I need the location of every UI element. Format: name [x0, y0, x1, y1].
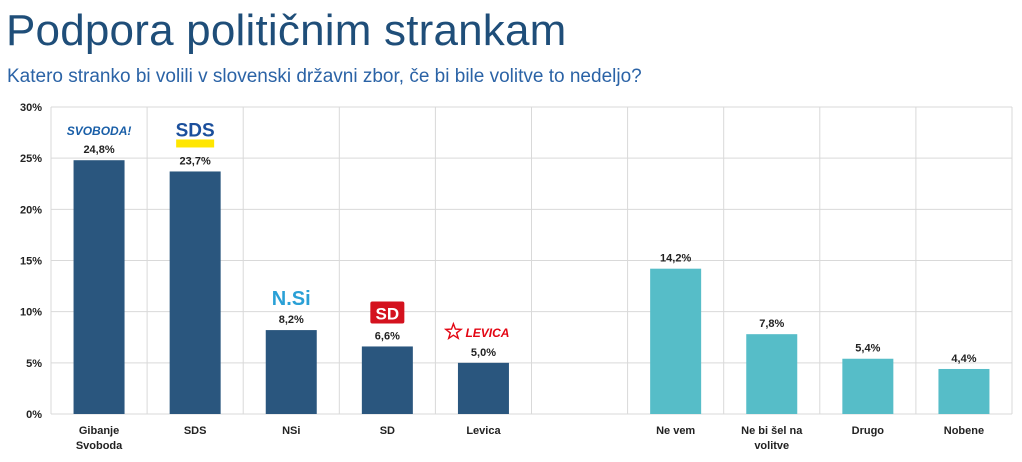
x-tick-label: Ne vem [656, 425, 695, 437]
x-tick-label: SD [380, 425, 395, 437]
y-tick-label: 25% [20, 153, 42, 165]
bar-value-label: 5,0% [471, 347, 496, 359]
bar-value-label: 4,4% [951, 353, 976, 365]
sd-logo: SD [376, 304, 400, 323]
x-tick-label: NSi [282, 425, 300, 437]
levica-star-icon [443, 321, 464, 340]
chart-title: Podpora političnim strankam [6, 6, 567, 55]
svoboda-logo: SVOBODA! [67, 124, 132, 138]
sds-logo: SDS [176, 120, 215, 141]
x-tick-label: volitve [754, 440, 789, 452]
bar [73, 160, 125, 414]
bar [169, 171, 221, 414]
bar-value-label: 14,2% [660, 253, 691, 265]
x-tick-label: Levica [466, 425, 501, 437]
sd-logo-box [370, 301, 405, 324]
bar [457, 362, 509, 414]
x-tick-label: Drugo [852, 425, 885, 437]
y-tick-label: 10% [20, 307, 42, 319]
bar [938, 368, 990, 414]
bar-value-label: 5,4% [855, 343, 880, 355]
chart-subtitle: Katero stranko bi volili v slovenski drž… [7, 66, 642, 87]
y-tick-label: 5% [26, 358, 42, 370]
y-tick-label: 30% [20, 102, 42, 114]
levica-logo: LEVICA [465, 326, 509, 340]
x-tick-label: SDS [184, 425, 207, 437]
x-tick-label: Svoboda [76, 440, 123, 452]
bar-value-label: 23,7% [180, 155, 211, 167]
x-tick-label: Gibanje [79, 425, 119, 437]
bar [746, 334, 798, 414]
sds-logo-stripe [176, 139, 215, 148]
bar [265, 330, 317, 414]
bar [650, 268, 702, 414]
x-tick-label: Nobene [944, 425, 984, 437]
bar-value-label: 8,2% [279, 314, 304, 326]
x-tick-label: Ne bi šel na [741, 425, 803, 437]
y-tick-label: 15% [20, 256, 42, 268]
bar [842, 358, 894, 414]
bar-value-label: 6,6% [375, 330, 400, 342]
y-tick-label: 0% [26, 409, 42, 421]
bar-value-label: 24,8% [83, 144, 114, 156]
bar-value-label: 7,8% [759, 318, 784, 330]
nsi-logo: N.Si [272, 288, 311, 310]
y-tick-label: 20% [20, 204, 42, 216]
bar [361, 346, 413, 414]
